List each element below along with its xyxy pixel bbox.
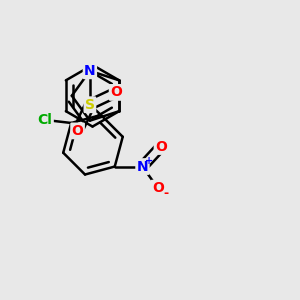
Text: N: N [84, 64, 96, 78]
Text: O: O [72, 124, 83, 138]
Text: O: O [152, 181, 164, 195]
Text: +: + [145, 156, 153, 166]
Text: -: - [164, 187, 169, 200]
Text: O: O [155, 140, 167, 154]
Text: O: O [110, 85, 122, 99]
Text: Cl: Cl [38, 113, 52, 127]
Text: S: S [85, 98, 95, 112]
Text: N: N [137, 160, 148, 173]
